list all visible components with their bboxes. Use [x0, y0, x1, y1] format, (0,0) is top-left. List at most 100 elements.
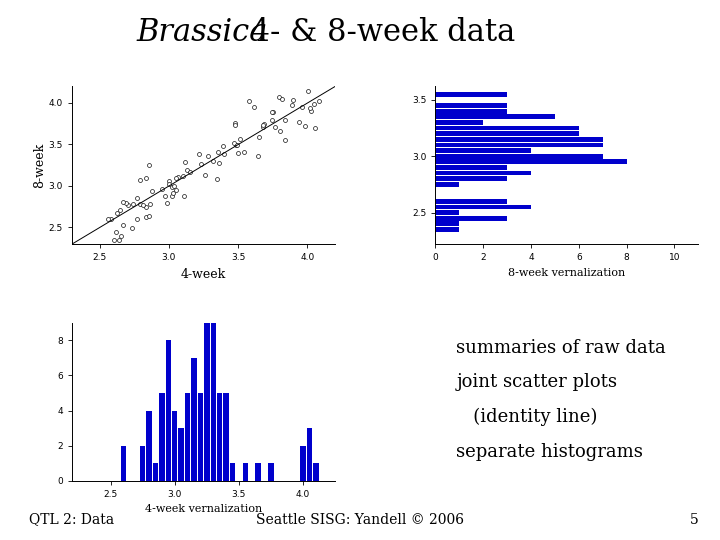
- Point: [230, 140, 241, 149]
- Bar: [435, 154, 603, 159]
- Point: [126, 224, 138, 233]
- Bar: [256, 463, 261, 481]
- X-axis label: 4-week: 4-week: [181, 268, 226, 281]
- Bar: [435, 109, 507, 113]
- Bar: [435, 137, 603, 141]
- Point: [178, 191, 189, 200]
- Text: separate histograms: separate histograms: [456, 443, 643, 461]
- Point: [293, 118, 305, 126]
- Bar: [179, 428, 184, 481]
- Point: [233, 148, 244, 157]
- Point: [309, 78, 320, 86]
- Point: [243, 97, 255, 106]
- Point: [199, 171, 210, 179]
- Point: [146, 186, 158, 195]
- Bar: [435, 103, 507, 108]
- Point: [166, 182, 178, 191]
- Point: [274, 127, 286, 136]
- X-axis label: 4-week vernalization: 4-week vernalization: [145, 504, 262, 514]
- Point: [195, 160, 207, 168]
- X-axis label: 8-week vernalization: 8-week vernalization: [508, 268, 626, 278]
- Bar: [435, 199, 507, 204]
- Point: [286, 100, 297, 109]
- Point: [140, 213, 152, 221]
- Bar: [435, 159, 626, 164]
- Point: [257, 123, 269, 131]
- Bar: [435, 148, 531, 153]
- Point: [309, 124, 320, 133]
- Point: [135, 176, 146, 184]
- Text: 5: 5: [690, 512, 698, 526]
- Point: [228, 138, 240, 147]
- Point: [108, 235, 120, 244]
- Point: [168, 182, 179, 191]
- Point: [308, 100, 320, 109]
- Bar: [435, 120, 483, 125]
- Point: [131, 193, 143, 202]
- Point: [229, 121, 240, 130]
- Point: [163, 177, 175, 185]
- Bar: [435, 143, 603, 147]
- Text: Seattle SISG: Yandell © 2006: Seattle SISG: Yandell © 2006: [256, 512, 464, 526]
- Bar: [185, 393, 190, 481]
- Point: [144, 199, 156, 208]
- Bar: [435, 205, 531, 210]
- Point: [212, 147, 224, 156]
- Point: [287, 96, 298, 104]
- Point: [258, 121, 269, 130]
- Point: [159, 192, 171, 200]
- Point: [111, 209, 122, 218]
- Point: [258, 119, 269, 128]
- Point: [127, 199, 138, 208]
- Point: [312, 97, 324, 105]
- Point: [202, 151, 214, 160]
- Point: [111, 228, 122, 237]
- Text: (identity line): (identity line): [456, 408, 598, 426]
- Point: [207, 157, 219, 165]
- Point: [140, 173, 151, 182]
- Bar: [140, 446, 145, 481]
- Bar: [435, 216, 507, 220]
- Text: QTL 2: Data: QTL 2: Data: [29, 512, 114, 526]
- Point: [218, 149, 230, 158]
- Point: [296, 103, 307, 111]
- Bar: [435, 182, 459, 187]
- Point: [235, 134, 246, 143]
- Point: [171, 174, 182, 183]
- Bar: [204, 306, 210, 481]
- Point: [266, 116, 278, 125]
- Point: [253, 152, 264, 161]
- Point: [238, 147, 249, 156]
- Point: [177, 172, 189, 181]
- Bar: [210, 323, 216, 481]
- Point: [171, 186, 182, 194]
- Bar: [435, 165, 507, 170]
- Point: [305, 103, 316, 112]
- Bar: [121, 446, 126, 481]
- Bar: [198, 393, 203, 481]
- Bar: [172, 410, 177, 481]
- Point: [276, 94, 287, 103]
- Point: [143, 212, 155, 220]
- Bar: [223, 393, 229, 481]
- Point: [105, 215, 117, 224]
- Point: [114, 206, 126, 214]
- Point: [122, 200, 133, 209]
- Point: [279, 115, 291, 124]
- Point: [305, 106, 317, 115]
- Point: [181, 165, 193, 174]
- Bar: [230, 463, 235, 481]
- Point: [214, 159, 225, 167]
- Point: [138, 200, 149, 209]
- Text: summaries of raw data: summaries of raw data: [456, 339, 666, 357]
- Point: [292, 78, 303, 86]
- Point: [230, 119, 241, 127]
- Point: [231, 141, 243, 150]
- Bar: [435, 126, 579, 131]
- Point: [135, 199, 146, 208]
- Bar: [269, 463, 274, 481]
- Text: 4- & 8-week data: 4- & 8-week data: [241, 17, 516, 48]
- Point: [114, 232, 126, 240]
- Bar: [166, 340, 171, 481]
- Bar: [435, 92, 507, 97]
